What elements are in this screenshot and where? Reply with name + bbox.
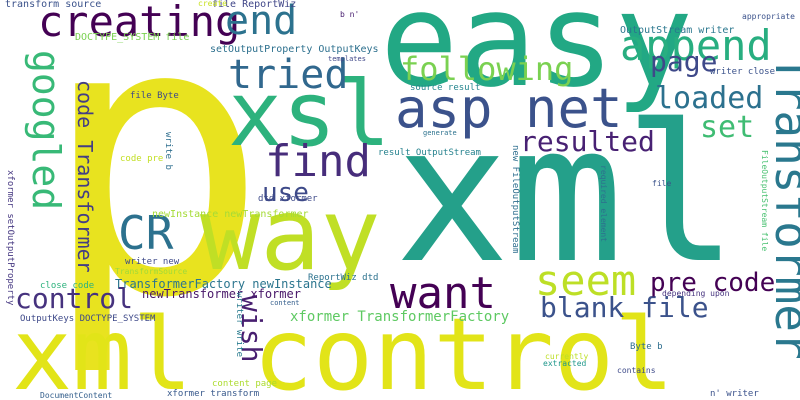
word: blank file	[540, 291, 709, 324]
word: Byte b	[630, 342, 663, 352]
word: writer close	[710, 67, 776, 77]
word: Transformer	[765, 55, 800, 360]
word: xml	[395, 84, 739, 305]
word: find	[265, 136, 371, 187]
word: writer write	[234, 292, 244, 358]
word: creating	[38, 0, 241, 46]
word: generate	[423, 129, 457, 137]
word: currently	[545, 352, 589, 361]
word: dtd xformer	[258, 194, 318, 204]
word: loaded	[655, 81, 764, 116]
word: content	[270, 299, 300, 307]
word: p	[40, 0, 269, 381]
word: new FileOutputStream	[510, 145, 520, 254]
word: tried	[228, 52, 349, 98]
word: appropriate	[742, 12, 795, 21]
word: pre code	[650, 268, 776, 298]
word: setOutputProperty OutputKeys	[210, 44, 379, 55]
word: source result	[410, 83, 481, 93]
word: file ReportWiz	[212, 0, 297, 10]
word: xformer TransformerFactory	[290, 309, 510, 325]
word: use	[262, 178, 309, 208]
word: b n'	[340, 10, 360, 19]
word: result OutputStream	[378, 148, 481, 158]
word: TransformSource	[115, 267, 188, 276]
word: newInstance newTransformer	[152, 209, 309, 220]
word: easy	[380, 0, 694, 116]
word: DocumentContent	[40, 391, 113, 400]
word: file Byte	[130, 91, 179, 101]
word: templates	[328, 55, 366, 63]
word: end	[225, 0, 298, 44]
word: resulted	[520, 125, 655, 158]
word: close code	[40, 281, 95, 291]
word: asp net	[395, 77, 623, 140]
word: way	[200, 176, 381, 293]
word: file	[652, 179, 672, 188]
word: xformer transform	[167, 389, 260, 399]
word: googled	[24, 50, 68, 211]
word: xml control	[12, 296, 675, 400]
word: DOCTYPE_SYSTEM file	[75, 32, 190, 43]
word: CR	[118, 206, 174, 260]
word: TransformerFactory newInstance	[115, 277, 332, 291]
word: page	[650, 45, 718, 78]
word: OutputStream writer	[620, 25, 735, 36]
word: transform source	[5, 0, 102, 10]
word: want	[390, 268, 496, 319]
word: n' writer	[710, 389, 759, 399]
word: ReportWiz dtd	[308, 273, 379, 283]
word: OutputKeys DOCTYPE_SYSTEM	[20, 314, 156, 324]
word: write b	[163, 132, 173, 170]
word: depending upon	[662, 289, 730, 298]
word: append	[620, 21, 772, 70]
word: set	[700, 110, 755, 145]
word: content page	[212, 379, 278, 389]
word: seem	[535, 256, 637, 305]
word: code pre	[120, 154, 164, 164]
word: contains	[617, 366, 656, 375]
word: extracted	[543, 359, 587, 368]
word: xformer setOutputProperty	[5, 170, 15, 306]
word: FileOutputStream file	[760, 150, 769, 252]
word: create	[198, 0, 227, 8]
word: xsl	[228, 62, 391, 167]
word: following	[400, 50, 574, 88]
word: control	[15, 282, 134, 315]
word: newTransformer xformer	[142, 287, 301, 301]
word: required element	[599, 165, 608, 243]
word: code Transformer	[73, 80, 97, 273]
word: writer new	[125, 257, 180, 267]
